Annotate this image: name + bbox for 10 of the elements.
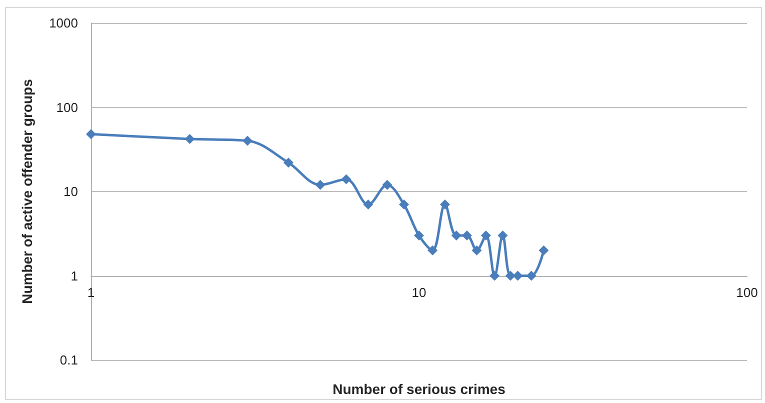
y-axis-title: Number of active offender groups bbox=[19, 78, 35, 304]
x-tick-label: 100 bbox=[736, 284, 758, 300]
y-tick-label: 0.1 bbox=[60, 352, 78, 368]
y-tick-label: 10 bbox=[64, 184, 78, 199]
y-tick-label: 100 bbox=[56, 100, 78, 115]
x-tick-label: 10 bbox=[412, 284, 426, 300]
y-tick-label: 1000 bbox=[49, 16, 78, 30]
x-tick-label: 1 bbox=[87, 284, 95, 300]
y-tick-label: 1 bbox=[70, 268, 78, 284]
x-axis-title: Number of serious crimes bbox=[332, 381, 506, 397]
